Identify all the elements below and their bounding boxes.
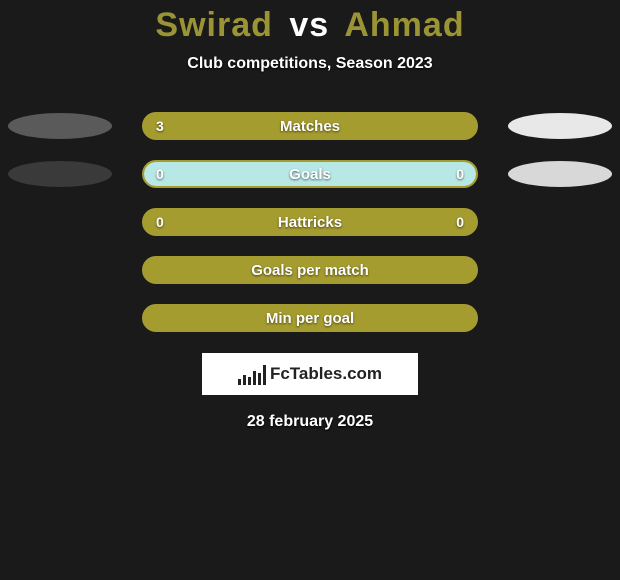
player2-avatar-placeholder [508,113,612,139]
stat-value-right: 0 [456,214,464,230]
stat-value-right: 0 [456,166,464,182]
stat-bar: Goals per match [142,256,478,284]
logo-bars-icon [238,363,266,385]
comparison-row: Goals per match [0,257,620,283]
subtitle: Club competitions, Season 2023 [0,55,620,73]
logo-text: FcTables.com [270,364,382,384]
stat-label: Hattricks [278,214,342,231]
logo-bar-segment [253,371,256,385]
stat-label: Matches [280,118,340,135]
player2-avatar-placeholder [508,161,612,187]
stat-label: Goals [289,166,331,183]
page-title: Swirad vs Ahmad [0,0,620,45]
player1-name: Swirad [155,6,272,44]
stat-value-left: 3 [156,118,164,134]
vs-separator: vs [289,6,329,44]
comparison-infographic: Swirad vs Ahmad Club competitions, Seaso… [0,0,620,580]
stat-bar: 3 Matches [142,112,478,140]
date-label: 28 february 2025 [0,413,620,431]
source-logo: FcTables.com [202,353,418,395]
player1-avatar-placeholder [8,161,112,187]
comparison-row: 3 Matches [0,113,620,139]
logo-bar-segment [238,379,241,385]
logo-bar-segment [248,377,251,385]
player2-name: Ahmad [344,6,464,44]
player1-avatar-placeholder [8,113,112,139]
comparison-row: 0 0 Hattricks [0,209,620,235]
stat-label: Goals per match [251,262,369,279]
comparison-row: Min per goal [0,305,620,331]
logo-bar-segment [243,375,246,385]
stat-value-left: 0 [156,214,164,230]
stat-bar: 0 0 Goals [142,160,478,188]
stat-value-left: 0 [156,166,164,182]
comparison-rows: 3 Matches 0 0 Goals 0 0 Hattricks Goals per matc… [0,113,620,331]
comparison-row: 0 0 Goals [0,161,620,187]
stat-bar: Min per goal [142,304,478,332]
stat-label: Min per goal [266,310,354,327]
logo-bar-segment [258,373,261,385]
stat-bar: 0 0 Hattricks [142,208,478,236]
logo-bar-segment [263,365,266,385]
